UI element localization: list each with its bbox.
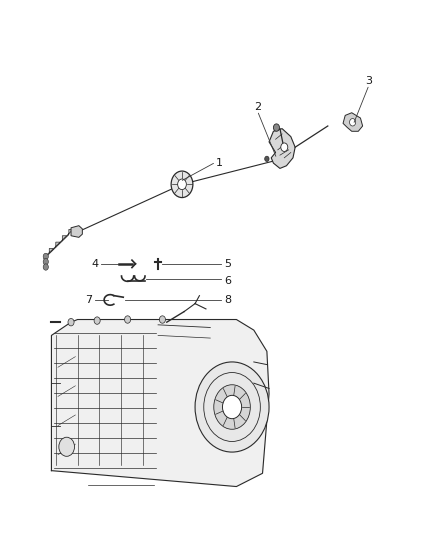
Circle shape — [281, 143, 288, 151]
Polygon shape — [71, 225, 82, 237]
Text: 6: 6 — [224, 276, 231, 286]
Circle shape — [94, 317, 100, 324]
Polygon shape — [269, 128, 295, 168]
Circle shape — [195, 362, 269, 452]
Circle shape — [68, 318, 74, 326]
Circle shape — [59, 437, 74, 456]
Circle shape — [350, 118, 356, 126]
Text: 7: 7 — [85, 295, 92, 305]
Text: 1: 1 — [215, 158, 223, 168]
Polygon shape — [56, 236, 67, 247]
Circle shape — [223, 395, 242, 419]
Text: 5: 5 — [224, 259, 231, 269]
Circle shape — [214, 385, 251, 429]
Circle shape — [43, 264, 48, 270]
Circle shape — [43, 259, 48, 265]
Circle shape — [43, 253, 48, 260]
Circle shape — [265, 156, 269, 161]
Circle shape — [159, 316, 166, 323]
Circle shape — [273, 124, 279, 131]
Polygon shape — [343, 113, 363, 131]
Text: 2: 2 — [254, 102, 262, 112]
Polygon shape — [49, 242, 60, 254]
Circle shape — [178, 179, 186, 190]
Polygon shape — [62, 229, 73, 241]
Polygon shape — [51, 319, 269, 487]
Text: 8: 8 — [224, 295, 231, 305]
Circle shape — [124, 316, 131, 323]
Text: 4: 4 — [92, 259, 99, 269]
Circle shape — [171, 171, 193, 198]
Text: 3: 3 — [366, 76, 373, 86]
Polygon shape — [44, 248, 53, 259]
